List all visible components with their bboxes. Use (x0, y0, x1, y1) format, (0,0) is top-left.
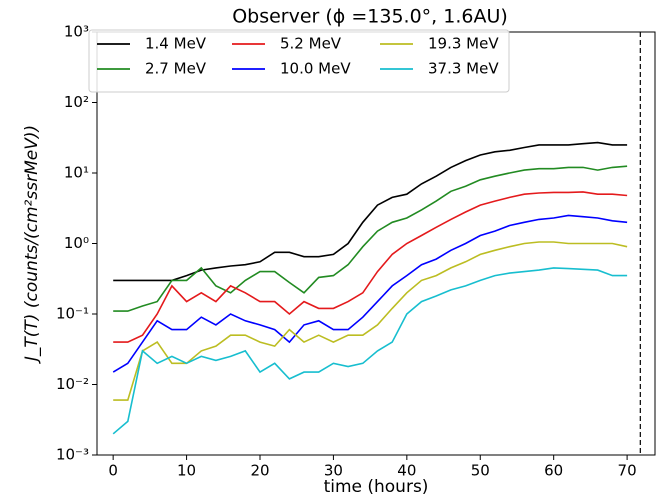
x-tick-label: 50 (471, 462, 490, 480)
y-tick-label: 10⁻² (56, 375, 89, 393)
x-tick-label: 60 (544, 462, 563, 480)
legend-label: 19.3 MeV (428, 35, 499, 53)
y-tick-label: 10³ (64, 23, 89, 41)
data-line (113, 191, 628, 343)
legend-label: 2.7 MeV (145, 60, 207, 78)
data-line (113, 141, 628, 282)
y-tick-label: 10² (64, 93, 89, 111)
x-tick-label: 70 (618, 462, 637, 480)
x-tick-label: 30 (324, 462, 343, 480)
legend-box (88, 29, 510, 93)
y-tick-label: 10⁰ (64, 234, 89, 252)
y-tick-label: 10⁻³ (56, 446, 89, 464)
y-tick-label: 10¹ (64, 164, 89, 182)
legend-label: 10.0 MeV (280, 60, 351, 78)
x-tick-label: 40 (397, 462, 416, 480)
legend-label: 37.3 MeV (428, 60, 499, 78)
data-line (113, 241, 628, 401)
x-tick-label: 0 (108, 462, 118, 480)
x-axis-label: time (hours) (324, 477, 429, 497)
y-tick-label: 10⁻¹ (56, 305, 89, 323)
legend-label: 5.2 MeV (280, 35, 342, 53)
data-line (112, 214, 628, 373)
x-tick-label: 10 (177, 462, 196, 480)
chart-title: Observer (ϕ =135.0°, 1.6AU) (232, 6, 508, 28)
y-axis-label: J_T(T) (counts/(cm²ssrMeV)) (22, 125, 42, 364)
x-tick-label: 20 (250, 462, 269, 480)
legend-label: 1.4 MeV (145, 35, 207, 53)
data-line (112, 267, 628, 435)
data-line (113, 165, 628, 312)
